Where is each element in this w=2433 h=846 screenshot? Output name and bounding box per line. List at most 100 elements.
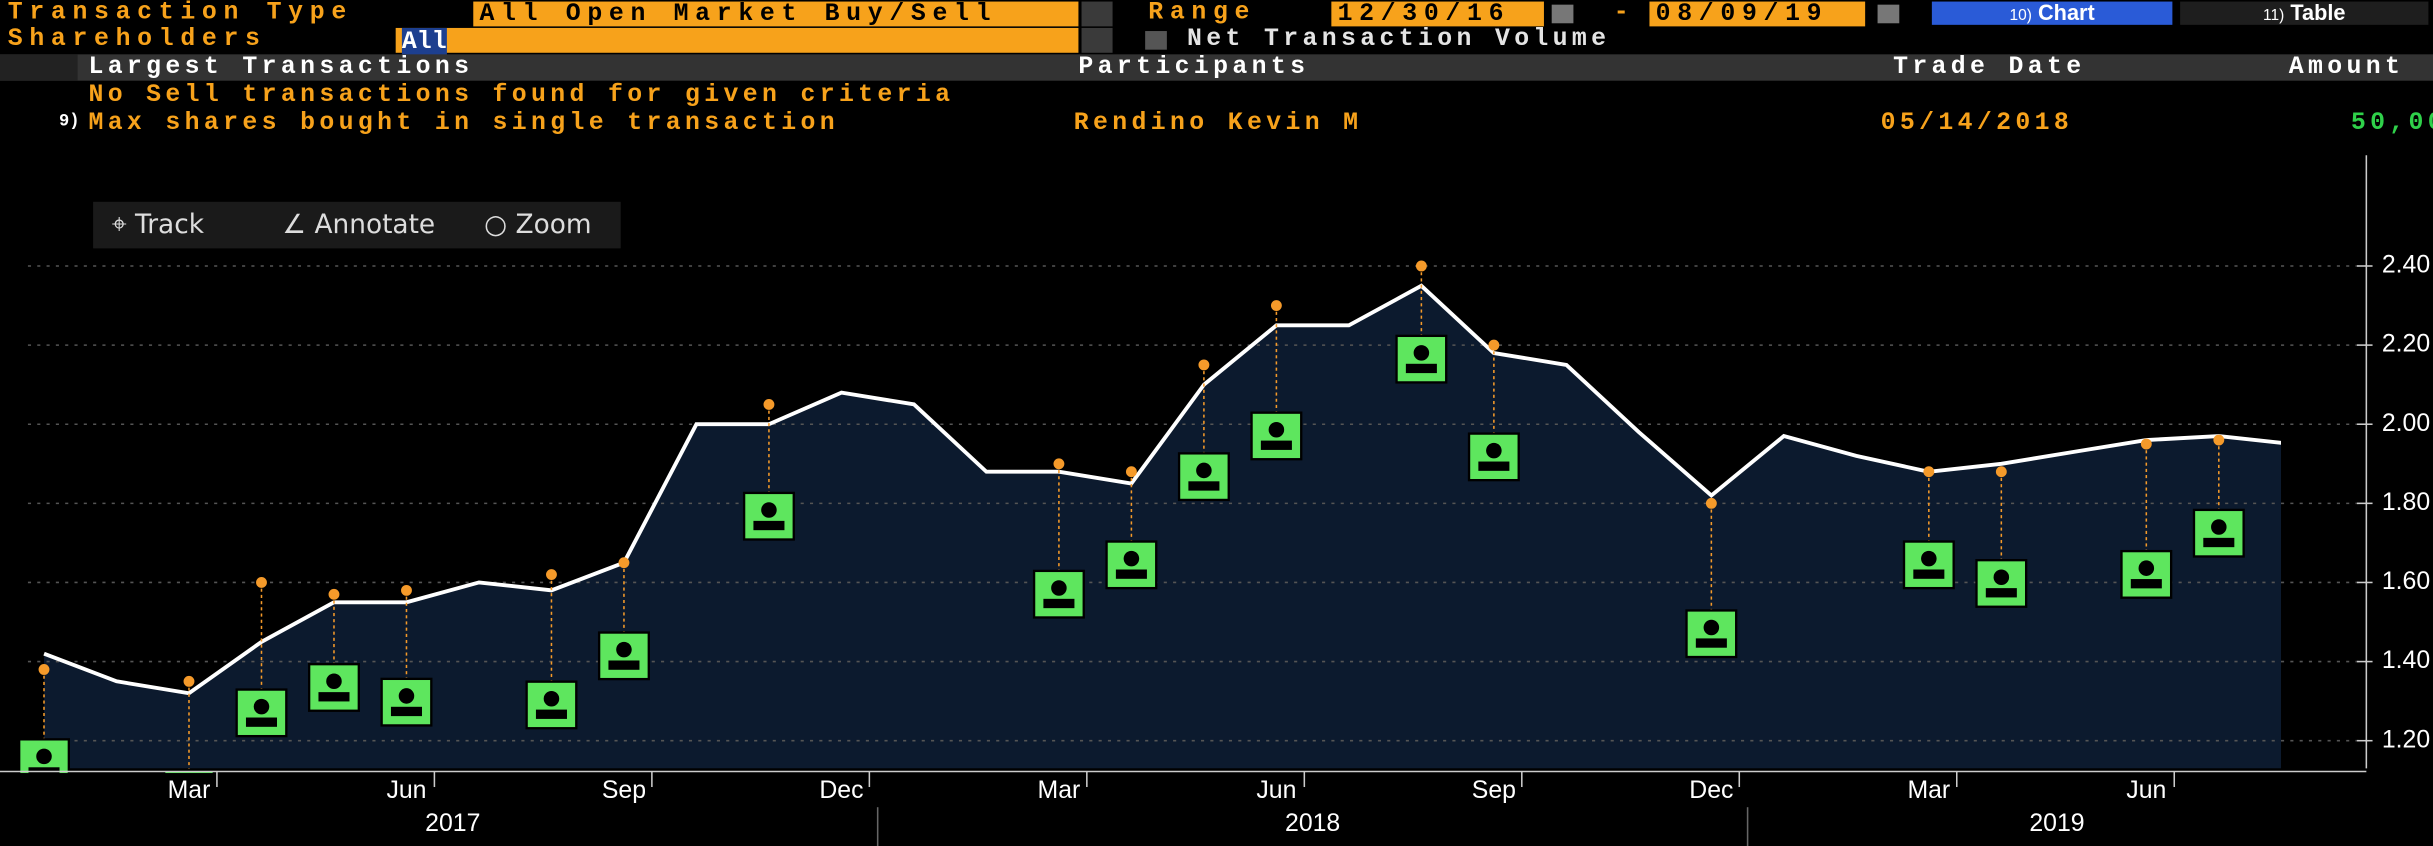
icon-head (1268, 421, 1285, 438)
dropdown[interactable]: All (395, 27, 1079, 56)
separator: - (1613, 0, 1629, 27)
icon-head (398, 688, 415, 704)
marker-dot (1705, 497, 1717, 509)
year-label: 2017 (425, 810, 480, 837)
icon-shoulders (1115, 569, 1147, 579)
table-button[interactable]: 11) Table (2180, 0, 2429, 25)
x-axis-bg (0, 773, 2433, 846)
icon-shoulders (535, 709, 567, 719)
selected-text: All (401, 27, 447, 56)
x-tick-label: Dec (819, 777, 863, 804)
marker-dot (1415, 260, 1427, 272)
header-gap (0, 54, 78, 81)
year-label: 2019 (2029, 810, 2084, 837)
icon-shoulders (1043, 598, 1075, 609)
marker-dot (1995, 466, 2007, 478)
icon-head (1413, 345, 1430, 361)
y-tick-label: 2.40 (2382, 252, 2430, 279)
participant: Rendino Kevin M (1073, 108, 1363, 137)
insider-icon (307, 663, 360, 712)
insider-icon (2192, 508, 2245, 558)
row-text[interactable]: Max shares bought in single transaction (88, 108, 839, 137)
calendar-icon[interactable] (1877, 4, 1900, 24)
icon-head (761, 502, 777, 518)
amount: 50,000 (2350, 108, 2433, 137)
dropdown-arrow[interactable] (1081, 1, 1113, 27)
icon-head (1123, 550, 1140, 567)
track-button[interactable]: ⌖ Track (111, 209, 205, 241)
annotate-button[interactable]: ∠ Annotate (282, 209, 436, 241)
icon-head (253, 698, 270, 715)
button-label: Table (2290, 0, 2346, 25)
year-label: 2018 (1285, 810, 1340, 837)
y-tick-label: 1.60 (2382, 568, 2430, 595)
icon-head (1196, 462, 1212, 479)
icon-shoulders (753, 520, 785, 531)
insider-icon (1975, 559, 2028, 608)
icon-head (1486, 442, 1502, 459)
x-tick-label: Mar (1907, 777, 1950, 804)
insider-icon (1105, 540, 1158, 590)
icon-shoulders (2203, 537, 2235, 548)
x-tick-label: Sep (602, 777, 646, 804)
icon-shoulders (390, 706, 422, 717)
line (43, 283, 2281, 696)
icon-body (1902, 540, 1955, 590)
x-tick-label: Mar (168, 777, 211, 804)
column-header: Participants (1078, 52, 1310, 81)
chart-button[interactable]: 10) Chart (1931, 1, 2173, 25)
dropdown-arrow[interactable] (1081, 27, 1113, 53)
button-number: 10) (2009, 7, 2032, 25)
y-tick-label: 1.40 (2382, 647, 2430, 674)
icon-body (1395, 334, 1448, 384)
marker-dot (618, 557, 630, 569)
icon-shoulders (318, 692, 350, 702)
tool-label: Annotate (314, 209, 436, 241)
date-field[interactable]: 12/30/16 (1331, 1, 1544, 27)
insider-icon (597, 631, 650, 681)
dropdown[interactable]: All Open Market Buy/Sell (473, 1, 1079, 27)
y-tick-label: 2.00 (2382, 410, 2430, 437)
tool-label: Track (134, 209, 205, 241)
y-tick-label: 2.20 (2382, 331, 2430, 358)
icon-shoulders (245, 717, 278, 727)
table-header (0, 54, 2433, 81)
insider-icon (1902, 540, 1955, 590)
icon-shoulders (2130, 579, 2162, 589)
icon-body (307, 663, 360, 712)
insider-icon (1395, 334, 1448, 384)
y-tick-label: 1.80 (2382, 489, 2430, 516)
checkbox-label: Net Transaction Volume (1187, 24, 1611, 53)
insider-icon (1250, 411, 1303, 461)
icon-shoulders (1913, 569, 1945, 579)
y-tick-label: 1.20 (2382, 726, 2430, 753)
insider-icon (1177, 452, 1230, 502)
icon-head (543, 690, 560, 707)
marker-dot (38, 664, 50, 675)
label: Shareholders (7, 24, 267, 53)
button-number: 11) (2263, 7, 2285, 25)
marker-dot (546, 569, 557, 580)
x-tick-label: Sep (1472, 777, 1516, 804)
marker-dot (256, 577, 267, 588)
column-header: Largest Transactions (88, 52, 474, 81)
date-field[interactable]: 08/09/19 (1649, 1, 1866, 27)
icon-shoulders (1695, 638, 1727, 648)
icon-shoulders (1188, 481, 1220, 491)
insider-icon (1032, 569, 1085, 619)
marker-dot (763, 399, 775, 410)
marker-dot (2213, 434, 2225, 446)
icon-head (326, 673, 342, 690)
checkbox[interactable] (1145, 31, 1167, 50)
x-tick-label: Jun (1256, 777, 1296, 804)
zoom-button[interactable]: ○ Zoom (484, 209, 592, 241)
calendar-icon[interactable] (1551, 4, 1574, 24)
insider-icon (1685, 609, 1738, 659)
icon-head (2138, 560, 2155, 576)
icon-shoulders (1260, 440, 1292, 450)
marker-dot (1125, 466, 1137, 478)
label: Range (1148, 0, 1257, 27)
insider-icon (742, 491, 795, 541)
